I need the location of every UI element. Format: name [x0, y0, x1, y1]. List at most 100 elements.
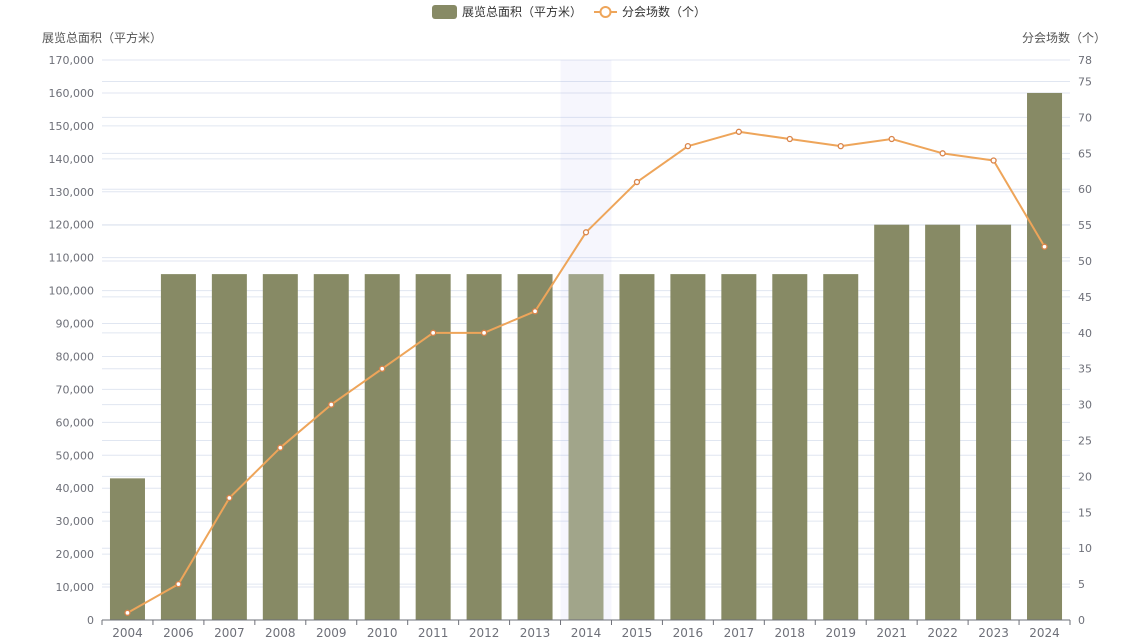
x-tick-label-2017: 2017 [724, 626, 755, 640]
legend-item-venues[interactable]: 分会场数（个） [594, 4, 706, 19]
y-right-tick-label: 0 [1078, 614, 1085, 627]
x-tick-label-2023: 2023 [978, 626, 1009, 640]
x-tick-label-2013: 2013 [520, 626, 551, 640]
legend-label-venues: 分会场数（个） [622, 4, 706, 19]
y-right-tick-label: 25 [1078, 435, 1092, 448]
venues-point-2010 [379, 365, 386, 372]
bar-2022 [925, 224, 961, 621]
y-right-tick-label: 45 [1078, 291, 1092, 304]
x-tick-label-2015: 2015 [622, 626, 653, 640]
y-left-tick-label: 150,000 [49, 120, 95, 133]
venues-point-2023 [990, 157, 997, 164]
y-right-tick-label: 20 [1078, 470, 1092, 483]
y-right-tick-label: 40 [1078, 327, 1092, 340]
y-right-tick-label: 70 [1078, 111, 1092, 124]
y-right-tick-label: 30 [1078, 399, 1092, 412]
x-tick-label-2019: 2019 [825, 626, 856, 640]
y-right-tick-label: 75 [1078, 76, 1092, 89]
y-right-tick-label: 78 [1078, 54, 1092, 67]
y-right-tick-label: 55 [1078, 219, 1092, 232]
venues-point-2016 [684, 143, 692, 150]
x-tick-label-2012: 2012 [469, 626, 500, 640]
y-right-tick-label: 50 [1078, 255, 1092, 268]
y-left-tick-label: 30,000 [56, 515, 95, 528]
line-series [124, 128, 1048, 616]
venues-point-2015 [633, 178, 641, 186]
bar-2024 [1027, 92, 1063, 621]
y-left-tick-label: 40,000 [56, 482, 95, 495]
venues-point-2004 [124, 609, 131, 616]
x-tick-label-2016: 2016 [673, 626, 704, 640]
venues-point-2012 [480, 329, 488, 336]
y-right-tick-label: 10 [1078, 542, 1092, 555]
venues-point-2011 [430, 329, 437, 336]
venues-point-2017 [735, 128, 742, 135]
bar-2009 [313, 274, 349, 620]
venues-point-2018 [786, 135, 793, 143]
y-right-tick-label: 5 [1078, 578, 1085, 591]
venues-point-2006 [175, 580, 182, 588]
bar-2019 [823, 274, 859, 620]
venues-point-2014 [582, 229, 590, 236]
legend-label-area: 展览总面积（平方米） [462, 4, 582, 19]
y-right-tick-label: 65 [1078, 147, 1092, 160]
legend-item-area[interactable]: 展览总面积（平方米） [432, 4, 582, 19]
y-left-tick-label: 10,000 [56, 581, 95, 594]
y-left-tick-label: 70,000 [56, 383, 95, 396]
venues-point-2007 [226, 494, 233, 502]
bar-2018 [772, 274, 808, 620]
legend-line-marker [599, 6, 612, 18]
legend[interactable]: 展览总面积（平方米） 分会场数（个） [432, 4, 706, 19]
y-left-axis-label: 展览总面积（平方米） [42, 30, 162, 45]
bar-2007 [211, 274, 247, 620]
y-right-tick-label: 35 [1078, 363, 1092, 376]
x-tick-label-2010: 2010 [367, 626, 398, 640]
venues-point-2024 [1041, 243, 1048, 250]
y-left-tick-label: 160,000 [49, 87, 95, 100]
x-tick-label-2007: 2007 [214, 626, 245, 640]
y-left-tick-label: 120,000 [49, 219, 95, 232]
x-tick-label-2018: 2018 [775, 626, 806, 640]
y-right-tick-label: 15 [1078, 506, 1092, 519]
x-tick-label-2006: 2006 [163, 626, 194, 640]
y-left-tick-label: 170,000 [49, 54, 95, 67]
bar-2017 [721, 274, 757, 620]
venues-point-2021 [888, 135, 895, 143]
x-tick-label-2022: 2022 [927, 626, 958, 640]
y-left-tick-label: 100,000 [49, 285, 95, 298]
y-left-tick-label: 130,000 [49, 186, 95, 199]
x-tick-label-2014: 2014 [571, 626, 602, 640]
y-left-tick-label: 140,000 [49, 153, 95, 166]
y-left-tick-label: 50,000 [56, 449, 95, 462]
bar-2016 [670, 274, 706, 620]
bar-2006 [160, 274, 196, 620]
y-left-tick-label: 0 [87, 614, 94, 627]
bar-2011 [415, 274, 451, 620]
y-left-tick-label: 60,000 [56, 416, 95, 429]
bar-2004 [109, 478, 145, 620]
bar-2023 [976, 224, 1012, 621]
y-left-tick-label: 110,000 [49, 252, 95, 265]
x-tick-label-2011: 2011 [418, 626, 449, 640]
bar-2015 [619, 274, 655, 620]
x-tick-label-2024: 2024 [1029, 626, 1060, 640]
venues-point-2009 [328, 401, 335, 408]
x-tick-label-2008: 2008 [265, 626, 296, 640]
x-tick-label-2009: 2009 [316, 626, 347, 640]
legend-bar-swatch [432, 5, 457, 19]
bar-2021 [874, 224, 910, 621]
venues-point-2022 [939, 150, 946, 157]
y-left-tick-label: 90,000 [56, 318, 95, 331]
y-left-tick-label: 20,000 [56, 548, 95, 561]
venues-point-2013 [531, 308, 539, 315]
bar-series [109, 92, 1063, 621]
bar-2014 [568, 274, 604, 620]
y-right-axis-label: 分会场数（个） [1022, 30, 1106, 45]
x-tick-label-2004: 2004 [112, 626, 143, 640]
venues-point-2008 [277, 444, 284, 451]
bar-2012 [466, 274, 502, 620]
bar-2010 [364, 274, 400, 620]
bar-2013 [517, 274, 553, 620]
